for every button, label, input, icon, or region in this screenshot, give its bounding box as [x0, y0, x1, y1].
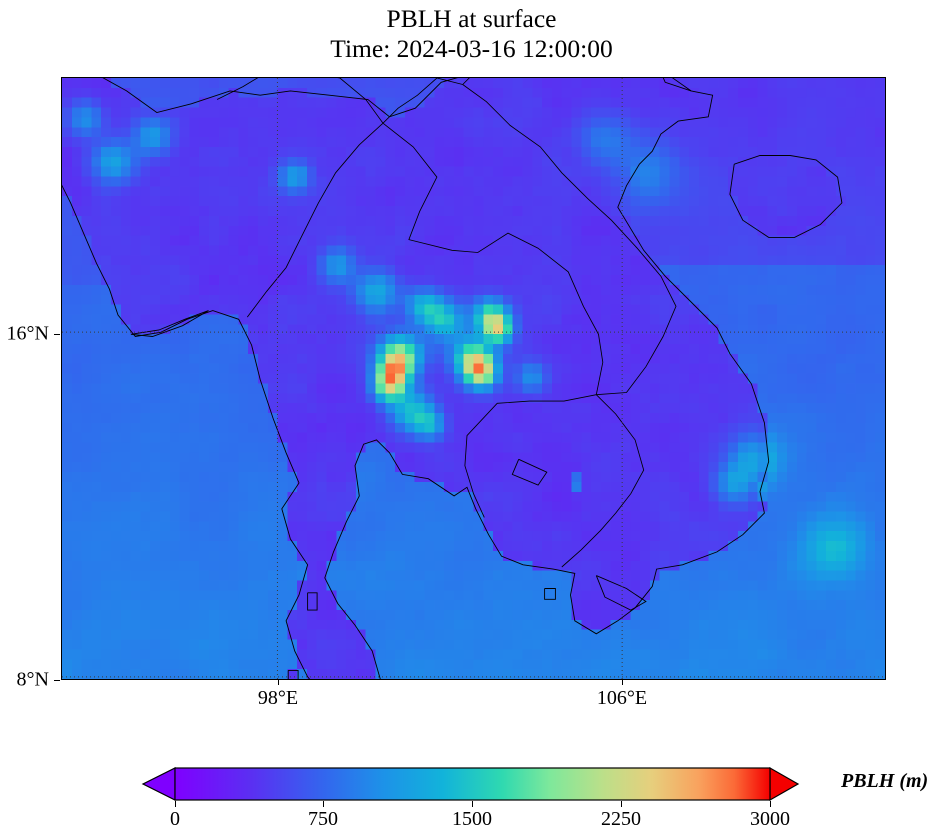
- colorbar-tick-label-4: 3000: [750, 808, 790, 830]
- colorbar-tick-mark-1: [323, 801, 325, 807]
- x-tick-label-1: 106°E: [596, 687, 648, 709]
- colorbar-body[interactable]: [174, 767, 771, 801]
- map-plot-area[interactable]: [61, 77, 886, 680]
- colorbar-extend-max-arrow: [769, 766, 800, 802]
- country-border-path: [462, 84, 677, 396]
- colorbar-tick-label-0: 0: [170, 808, 180, 830]
- y-tick-mark-0: [54, 334, 60, 336]
- country-border-path: [382, 122, 604, 395]
- colorbar-tick-mark-3: [621, 801, 623, 807]
- colorbar-tick-label-2: 1500: [452, 808, 492, 830]
- coastline-path: [729, 155, 843, 238]
- country-border-path: [382, 78, 463, 124]
- gridline-overlay: [62, 78, 885, 679]
- colorbar-tick-label-3: 2250: [601, 808, 641, 830]
- colorbar-tick-mark-4: [770, 801, 772, 807]
- coastline-path: [595, 575, 647, 611]
- coastline-path: [287, 669, 299, 679]
- x-tick-mark-1: [622, 679, 624, 685]
- colorbar-label: PBLH (m): [841, 770, 929, 792]
- colorbar-tick-mark-0: [175, 801, 177, 807]
- country-border-path: [216, 78, 384, 124]
- title-primary: PBLH at surface: [386, 4, 557, 33]
- country-border-path: [246, 122, 384, 318]
- country-border-path: [464, 394, 597, 518]
- colorbar-gradient[interactable]: [135, 758, 810, 808]
- colorbar-tick-label-1: 750: [308, 808, 338, 830]
- colorbar-tick-mark-2: [472, 801, 474, 807]
- coastline-path: [307, 592, 318, 611]
- figure-title: PBLH at surface Time: 2024-03-16 12:00:0…: [0, 4, 943, 63]
- y-tick-label-0: 16°N: [6, 322, 49, 345]
- coastline-path: [511, 458, 548, 486]
- title-timestamp: Time: 2024-03-16 12:00:00: [330, 33, 613, 63]
- coastline-path: [130, 310, 209, 337]
- x-tick-mark-0: [278, 679, 280, 685]
- x-tick-label-0: 98°E: [257, 687, 299, 709]
- y-tick-label-1: 8°N: [16, 668, 49, 691]
- coastline-path: [544, 588, 556, 600]
- coastline-path: [62, 78, 770, 679]
- coastline-overlay: [62, 78, 843, 679]
- colorbar-extend-min-arrow: [141, 767, 176, 801]
- y-tick-mark-1: [54, 680, 60, 682]
